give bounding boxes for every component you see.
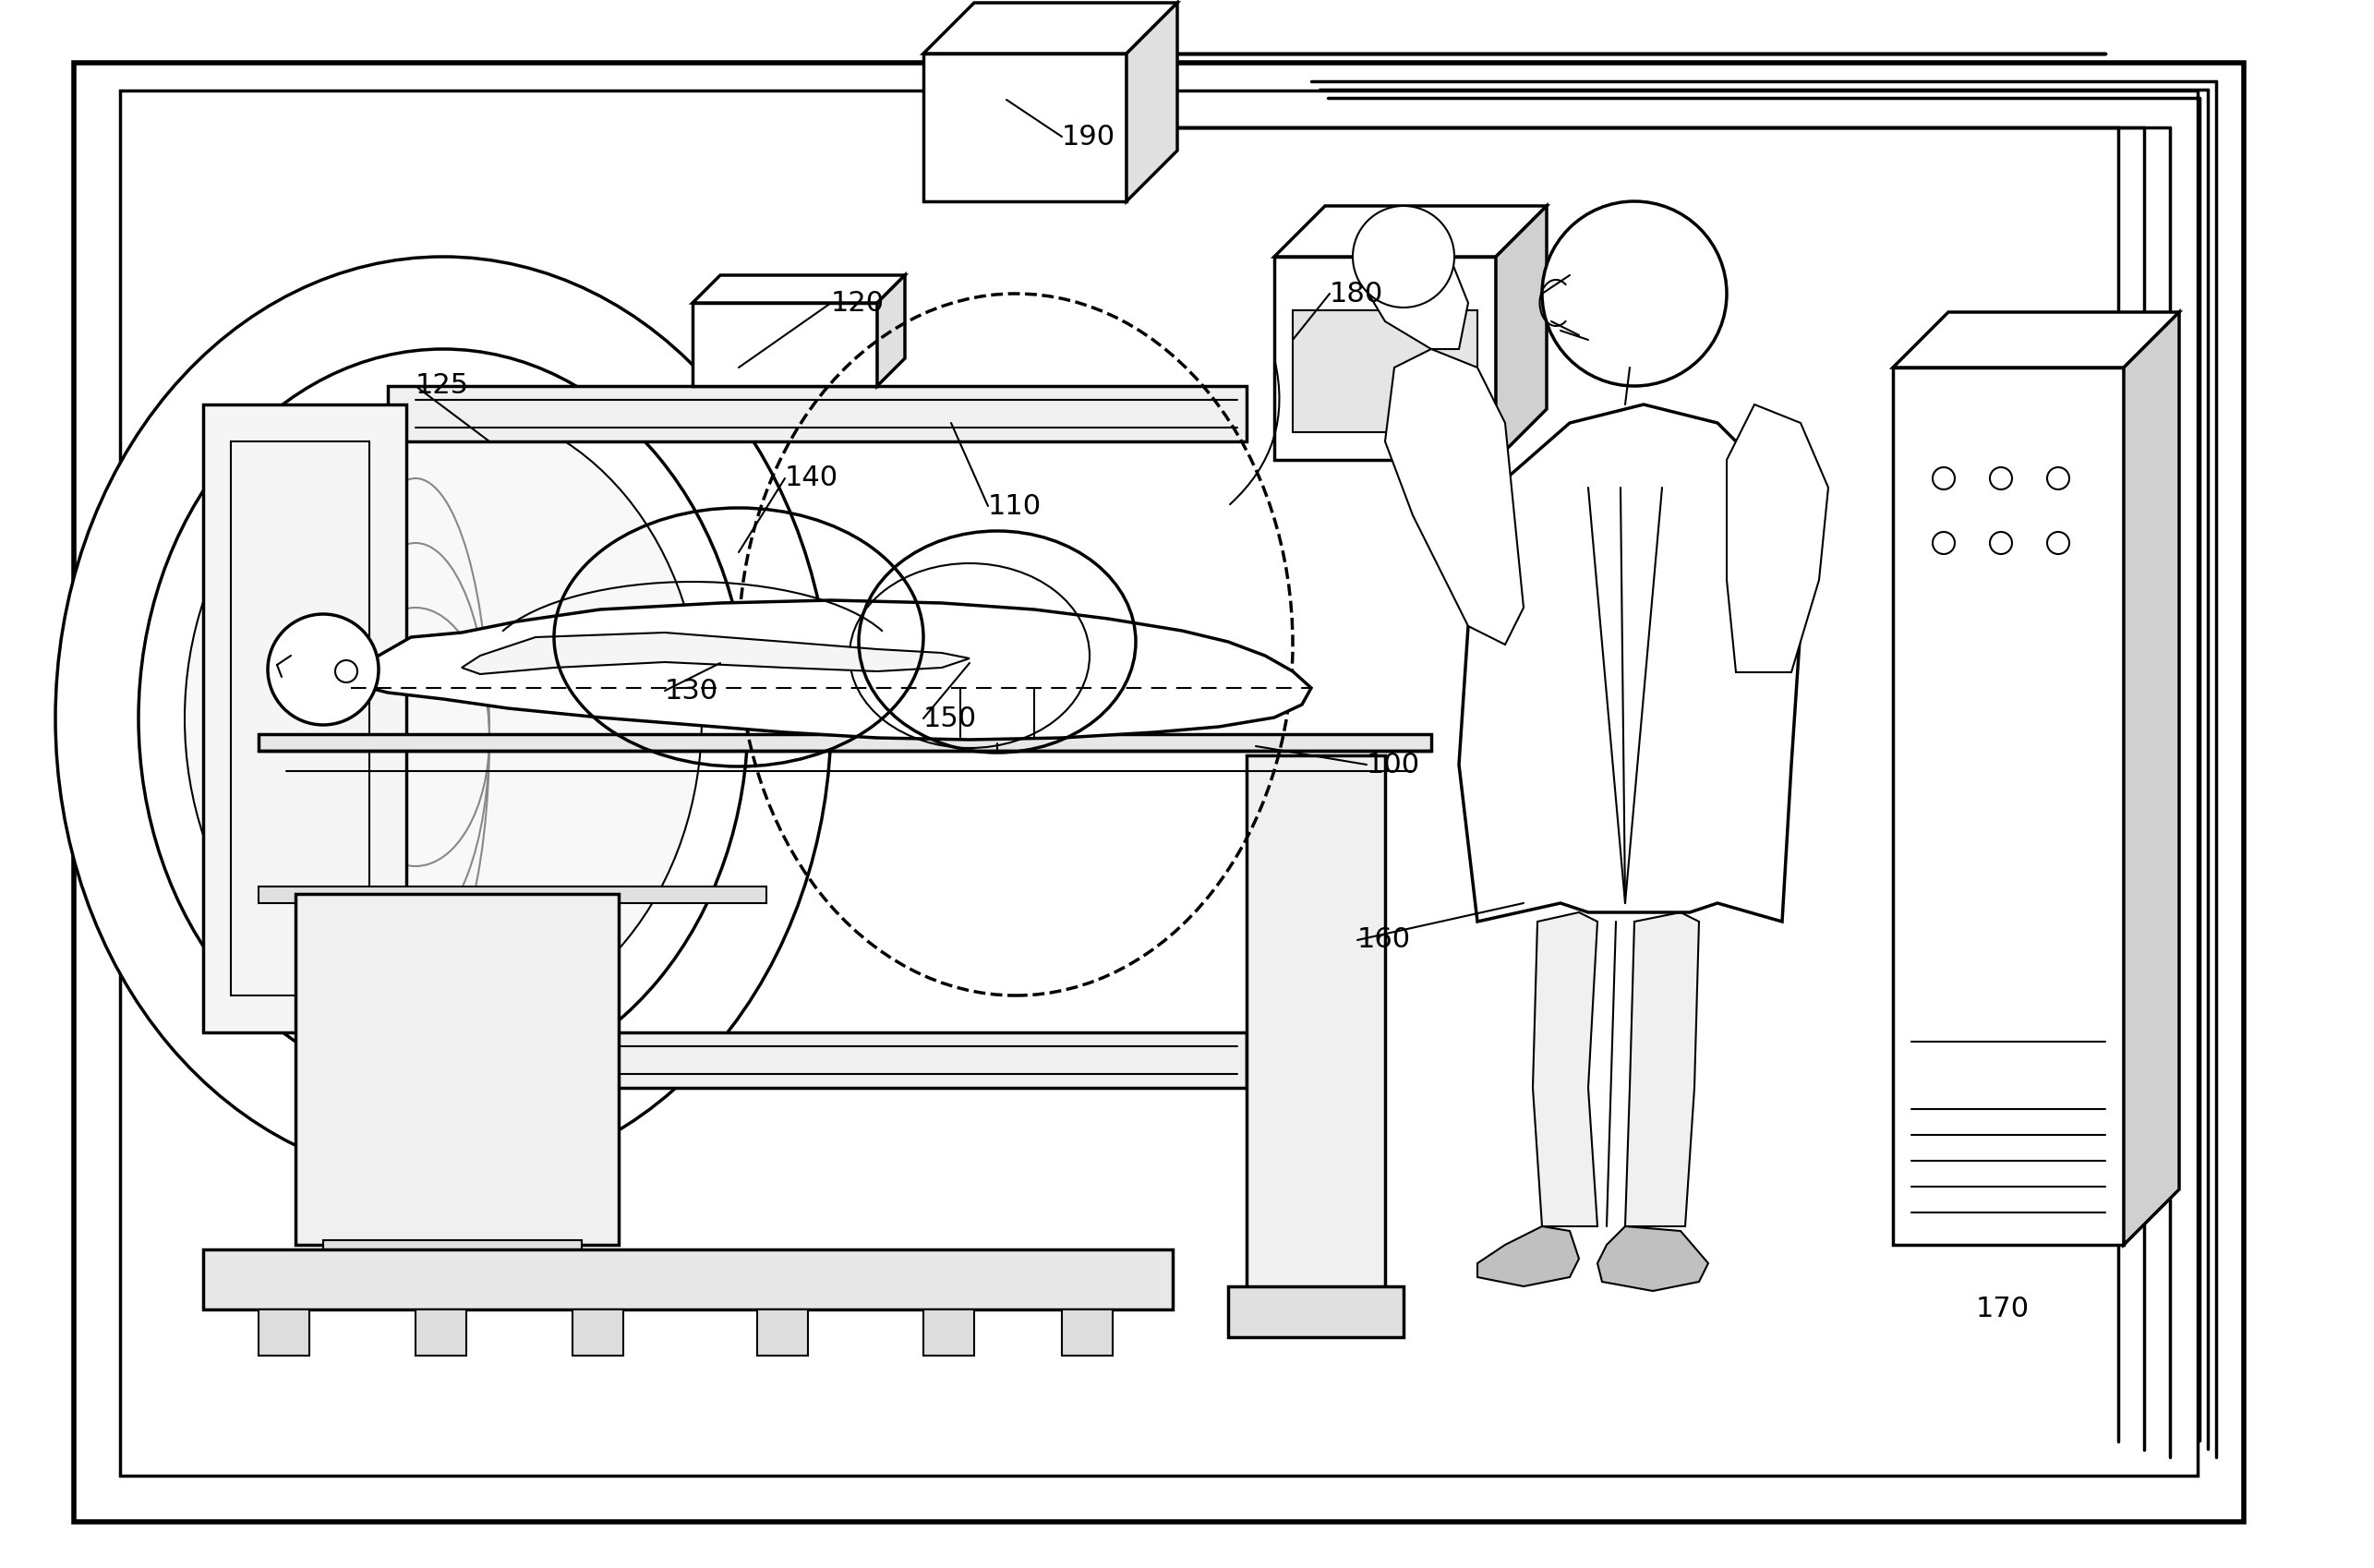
Text: 190: 190	[1061, 124, 1116, 151]
Polygon shape	[1534, 913, 1598, 1226]
Bar	[259, 1309, 309, 1356]
Bar	[923, 1309, 973, 1356]
Circle shape	[1353, 205, 1455, 307]
Polygon shape	[1598, 1226, 1709, 1290]
Ellipse shape	[185, 405, 703, 1032]
Text: 150: 150	[923, 706, 978, 732]
Polygon shape	[1275, 205, 1545, 257]
Bar	[693, 303, 878, 386]
Polygon shape	[1496, 205, 1545, 459]
Text: 140: 140	[786, 466, 838, 492]
Text: 160: 160	[1358, 927, 1410, 953]
Text: 120: 120	[831, 290, 886, 317]
Bar	[259, 886, 767, 903]
Polygon shape	[461, 632, 969, 674]
Bar	[1061, 1309, 1113, 1356]
Polygon shape	[878, 276, 904, 386]
Ellipse shape	[55, 257, 831, 1181]
Bar	[204, 1250, 1173, 1309]
Circle shape	[1543, 201, 1726, 386]
Bar	[415, 1309, 465, 1356]
Text: 125: 125	[415, 373, 470, 400]
Bar	[387, 1032, 1246, 1088]
Polygon shape	[2125, 312, 2179, 1245]
Text: 180: 180	[1329, 281, 1384, 307]
Bar	[204, 405, 406, 1032]
Bar	[757, 1309, 807, 1356]
Text: 170: 170	[1975, 1297, 2030, 1323]
Bar	[1275, 257, 1496, 459]
Circle shape	[268, 615, 377, 724]
Bar	[387, 386, 1246, 442]
Polygon shape	[923, 3, 1178, 53]
Polygon shape	[1128, 3, 1178, 201]
Polygon shape	[1626, 913, 1700, 1226]
Ellipse shape	[138, 350, 748, 1088]
Bar	[323, 1240, 582, 1273]
Polygon shape	[1358, 229, 1467, 350]
Text: 100: 100	[1367, 751, 1420, 778]
Bar	[259, 734, 1432, 751]
Polygon shape	[1726, 405, 1828, 673]
Bar	[1227, 1286, 1403, 1338]
Polygon shape	[351, 601, 1310, 740]
Polygon shape	[1892, 312, 2179, 367]
Text: 130: 130	[665, 677, 719, 704]
Polygon shape	[1384, 350, 1524, 644]
Bar	[230, 442, 370, 996]
Text: 110: 110	[988, 492, 1042, 519]
Bar	[572, 1309, 624, 1356]
Circle shape	[335, 660, 358, 682]
Bar	[1892, 367, 2125, 1245]
Polygon shape	[1460, 405, 1799, 922]
Bar	[1294, 310, 1477, 433]
Bar	[121, 91, 2198, 1475]
Polygon shape	[693, 276, 904, 303]
Bar	[1246, 756, 1384, 1290]
Bar	[923, 53, 1128, 201]
Bar	[294, 894, 620, 1245]
Polygon shape	[1477, 1226, 1579, 1286]
